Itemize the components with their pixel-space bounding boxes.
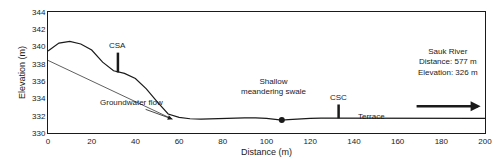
svg-text:160: 160 (391, 137, 405, 146)
svg-text:Shallowmeandering swale: Shallowmeandering swale (241, 77, 306, 96)
svg-text:20: 20 (87, 137, 96, 146)
svg-text:CSA: CSA (109, 41, 126, 50)
svg-text:344: 344 (32, 8, 46, 17)
svg-text:Sauk RiverDistance: 577 mEleva: Sauk RiverDistance: 577 mElevation: 326 … (418, 47, 478, 77)
svg-text:120: 120 (304, 137, 318, 146)
svg-text:100: 100 (260, 137, 274, 146)
svg-text:Groundwater flow: Groundwater flow (100, 98, 163, 107)
svg-text:CSC: CSC (330, 93, 347, 102)
svg-text:40: 40 (131, 137, 140, 146)
svg-text:200: 200 (478, 137, 492, 146)
svg-text:60: 60 (175, 137, 184, 146)
svg-text:Terrace: Terrace (358, 112, 385, 121)
svg-text:338: 338 (32, 60, 46, 69)
svg-text:336: 336 (32, 77, 46, 86)
svg-text:140: 140 (347, 137, 361, 146)
svg-text:342: 342 (32, 25, 46, 34)
svg-text:332: 332 (32, 112, 46, 121)
svg-text:340: 340 (32, 42, 46, 51)
svg-text:180: 180 (435, 137, 449, 146)
svg-text:330: 330 (32, 129, 46, 138)
svg-text:0: 0 (46, 137, 51, 146)
svg-text:Elevation (m): Elevation (m) (17, 46, 27, 99)
svg-text:Distance (m): Distance (m) (241, 147, 292, 157)
svg-text:334: 334 (32, 94, 46, 103)
svg-text:80: 80 (218, 137, 227, 146)
